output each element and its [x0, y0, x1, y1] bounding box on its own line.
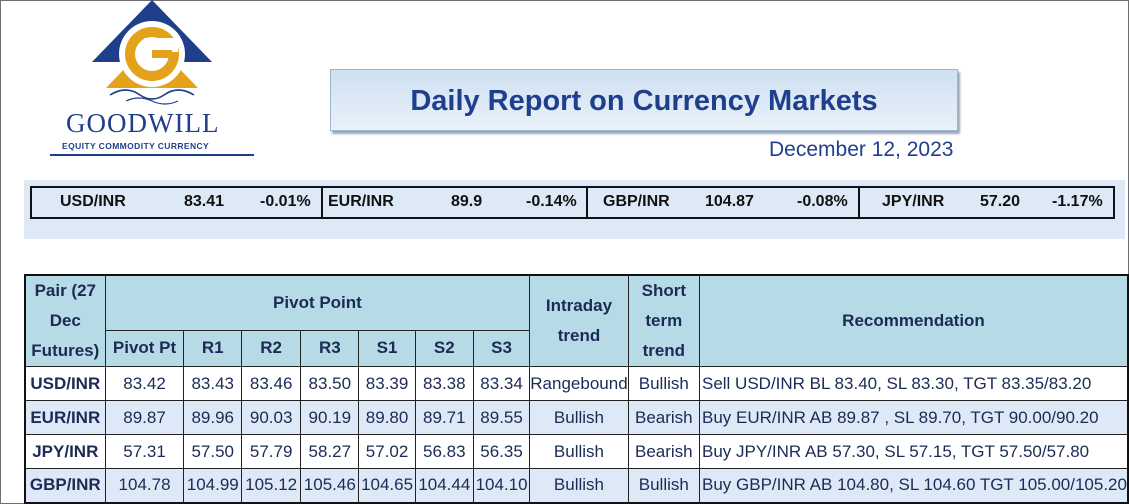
ticker-price-eurinr: 89.9 [451, 193, 483, 210]
row-recommendation: Buy JPY/INR AB 57.30, SL 57.15, TGT 57.5… [698, 434, 1129, 469]
row-r1: 83.43 [183, 366, 243, 401]
row-s3: 56.35 [472, 434, 531, 469]
logo-underline [50, 154, 254, 156]
row-intraday: Bullish [529, 434, 629, 469]
row-r3: 105.46 [300, 468, 360, 503]
header-pair: Pair (27 Dec Futures) [24, 274, 106, 367]
row-pivot: 104.78 [104, 468, 185, 503]
ticker-change-gbpinr: -0.08% [797, 193, 848, 210]
ticker-change-usdinr: -0.01% [260, 193, 311, 210]
row-r3: 58.27 [300, 434, 360, 469]
ticker-pair-usdinr: USD/INR [60, 193, 126, 210]
row-pair: JPY/INR [24, 434, 106, 469]
ticker-pair-gbpinr: GBP/INR [603, 193, 670, 210]
row-short-term: Bearish [627, 434, 700, 469]
row-r2: 105.12 [241, 468, 302, 503]
table-header-row: Pair (27 Dec Futures) Pivot Point Intrad… [24, 274, 1129, 367]
row-s2: 89.71 [414, 400, 474, 435]
goodwill-logo [48, 0, 256, 158]
row-short-term: Bearish [627, 400, 700, 435]
row-pair: USD/INR [24, 366, 106, 401]
table-row: JPY/INR 57.31 57.50 57.79 58.27 57.02 56… [24, 434, 1129, 469]
row-pivot: 83.42 [104, 366, 185, 401]
row-pivot: 57.31 [104, 434, 185, 469]
row-s2: 56.83 [414, 434, 474, 469]
row-recommendation: Buy GBP/INR AB 104.80, SL 104.60 TGT 105… [698, 468, 1129, 503]
row-s1: 83.39 [358, 366, 416, 401]
header-s2: S2 [414, 329, 474, 368]
logo-tagline: EQUITY COMMODITY CURRENCY [62, 141, 210, 151]
report-title: Daily Report on Currency Markets [410, 85, 878, 117]
ticker-divider [586, 188, 588, 217]
header-s1: S1 [358, 329, 416, 368]
logo-emblem [92, 0, 212, 105]
row-recommendation: Buy EUR/INR AB 89.87 , SL 89.70, TGT 90.… [698, 400, 1129, 435]
row-s1: 89.80 [358, 400, 416, 435]
header-r1: R1 [183, 329, 243, 368]
row-s1: 57.02 [358, 434, 416, 469]
row-s3: 83.34 [472, 366, 531, 401]
report-date: December 12, 2023 [769, 138, 954, 161]
ticker-divider [858, 188, 860, 217]
ticker-pair-eurinr: EUR/INR [328, 193, 394, 210]
row-recommendation: Sell USD/INR BL 83.40, SL 83.30, TGT 83.… [698, 366, 1129, 401]
pivot-table: Pair (27 Dec Futures) Pivot Point Intrad… [24, 274, 1129, 504]
row-r1: 89.96 [183, 400, 243, 435]
header-s3: S3 [472, 329, 531, 368]
ticker-price-gbpinr: 104.87 [705, 193, 754, 210]
row-r2: 83.46 [241, 366, 302, 401]
row-pair: GBP/INR [24, 468, 106, 503]
row-intraday: Bullish [529, 400, 629, 435]
header-intraday-trend: Intraday trend [529, 274, 629, 367]
row-s3: 89.55 [472, 400, 531, 435]
ticker-change-jpyinr: -1.17% [1052, 193, 1103, 210]
header-short-term-trend: Short term trend [627, 274, 700, 367]
report-title-box: Daily Report on Currency Markets [330, 69, 958, 131]
table-row: USD/INR 83.42 83.43 83.46 83.50 83.39 83… [24, 366, 1129, 401]
ticker-price-usdinr: 83.41 [184, 193, 225, 210]
header-r2: R2 [241, 329, 302, 368]
header-r3: R3 [300, 329, 360, 368]
row-r1: 104.99 [183, 468, 243, 503]
ticker-pair-jpyinr: JPY/INR [882, 193, 945, 210]
logo-wordmark: GOODWILL [66, 108, 220, 138]
row-s2: 104.44 [414, 468, 474, 503]
row-short-term: Bullish [627, 366, 700, 401]
row-pivot: 89.87 [104, 400, 185, 435]
row-r2: 90.03 [241, 400, 302, 435]
table-subheader-row: Pivot Pt R1 R2 R3 S1 S2 S3 [25, 329, 1128, 368]
row-r2: 57.79 [241, 434, 302, 469]
table-row: GBP/INR 104.78 104.99 105.12 105.46 104.… [24, 468, 1129, 503]
row-short-term: Bullish [627, 468, 700, 503]
ticker-change-eurinr: -0.14% [526, 193, 577, 210]
ticker-price-jpyinr: 57.20 [980, 193, 1021, 210]
row-intraday: Rangebound [529, 366, 629, 401]
header-recommendation: Recommendation [698, 274, 1129, 367]
row-s1: 104.65 [358, 468, 416, 503]
ticker-divider [321, 188, 323, 217]
row-r1: 57.50 [183, 434, 243, 469]
ticker-strip: USD/INR 83.41 -0.01% EUR/INR 89.9 -0.14%… [30, 186, 1115, 219]
row-s3: 104.10 [472, 468, 531, 503]
row-r3: 90.19 [300, 400, 360, 435]
row-s2: 83.38 [414, 366, 474, 401]
row-pair: EUR/INR [24, 400, 106, 435]
header-pivot-pt: Pivot Pt [104, 329, 185, 368]
header-pivot-point: Pivot Point [104, 274, 531, 331]
row-intraday: Bullish [529, 468, 629, 503]
table-row: EUR/INR 89.87 89.96 90.03 90.19 89.80 89… [24, 400, 1129, 435]
row-r3: 83.50 [300, 366, 360, 401]
